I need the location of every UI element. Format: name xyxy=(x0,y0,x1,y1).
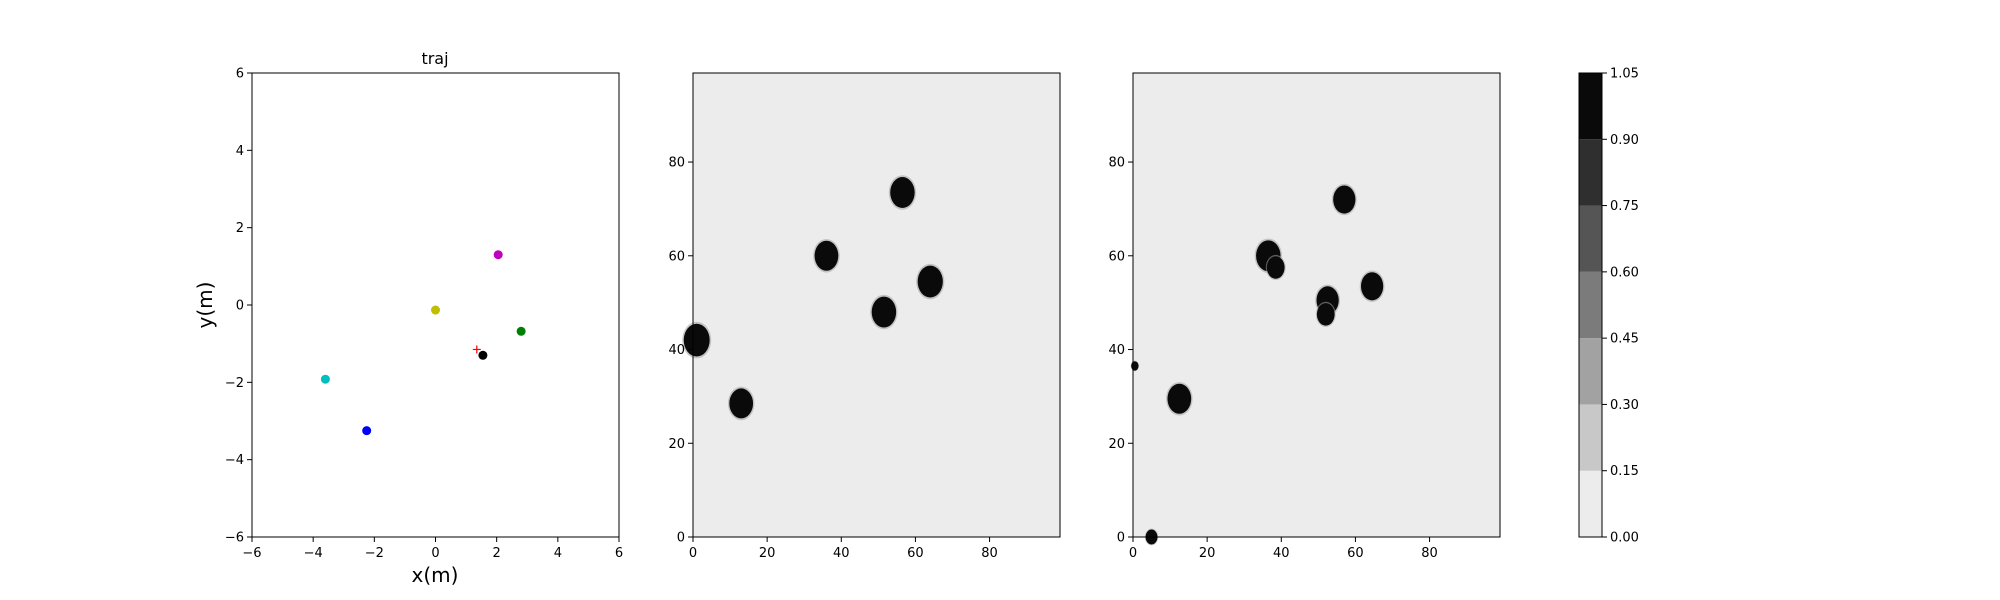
traj-marks xyxy=(320,250,526,436)
heatmap-2-xtick-label: 80 xyxy=(1421,546,1438,561)
traj-xlabel: x(m) xyxy=(412,563,459,587)
colorbar-bands xyxy=(1579,73,1602,537)
heatmap-2-blob xyxy=(1265,254,1286,281)
traj-ylabel: y(m) xyxy=(193,282,217,329)
traj-ytick-label: −4 xyxy=(225,453,244,468)
heatmap-2-blob xyxy=(1166,381,1193,416)
traj-plus-marker xyxy=(472,345,481,354)
heatmap-1-ticks: 0 20 40 60 80 0 20 40 60 80 xyxy=(668,156,997,561)
colorbar-ticks: 0.00 0.15 0.30 0.45 0.60 0.75 0.90 1.05 xyxy=(1602,67,1639,546)
heatmap-1-ytick-label: 80 xyxy=(668,156,685,171)
heatmap-2-ytick-label: 40 xyxy=(1108,343,1125,358)
heatmap-1-blob xyxy=(813,238,840,273)
heatmap-1: 0 20 40 60 80 0 20 40 60 80 xyxy=(668,72,1061,561)
traj-ytick-label: −6 xyxy=(225,531,244,546)
colorbar-band xyxy=(1579,73,1602,140)
traj-xtick-label: −2 xyxy=(365,546,384,561)
heatmap-2-xtick-label: 40 xyxy=(1273,546,1290,561)
heatmap-1-blob xyxy=(870,294,898,330)
traj-xtick-label: −4 xyxy=(304,546,323,561)
heatmap-1-xtick-label: 20 xyxy=(759,546,776,561)
heatmap-1-xtick-label: 60 xyxy=(907,546,924,561)
heatmap-1-ytick-label: 40 xyxy=(668,343,685,358)
heatmap-1-ytick-label: 0 xyxy=(677,531,685,546)
colorbar-frame xyxy=(1578,72,1603,538)
heatmap-1-blob xyxy=(916,263,945,300)
heatmap-2-ytick-label: 60 xyxy=(1108,249,1125,264)
heatmap-1-xtick-label: 40 xyxy=(833,546,850,561)
heatmap-2-ticks: 0 20 40 60 80 0 20 40 60 80 xyxy=(1108,156,1437,561)
colorbar-tick-label: 0.00 xyxy=(1610,531,1639,546)
heatmap-2-ytick-label: 0 xyxy=(1117,531,1125,546)
heatmap-1-blob xyxy=(682,321,712,359)
colorbar-tick-label: 0.75 xyxy=(1610,199,1639,214)
heatmap-1-frame xyxy=(692,72,1061,538)
traj-xtick-label: 0 xyxy=(431,546,439,561)
heatmap-2-xtick-label: 20 xyxy=(1199,546,1216,561)
traj-point xyxy=(362,426,372,436)
heatmap-2-ytick-label: 80 xyxy=(1108,156,1125,171)
colorbar-tick-label: 0.90 xyxy=(1610,133,1639,148)
colorbar-band xyxy=(1579,205,1602,272)
traj-point xyxy=(431,305,440,315)
heatmap-1-ytick-label: 20 xyxy=(668,437,685,452)
heatmap-2-ytick-label: 20 xyxy=(1108,437,1125,452)
traj-ytick-label: −2 xyxy=(225,376,244,391)
traj-xtick-label: 6 xyxy=(615,546,623,561)
heatmap-1-xtick-label: 0 xyxy=(689,546,697,561)
heatmap-2-blob xyxy=(1331,183,1357,216)
colorbar-band xyxy=(1579,271,1602,339)
traj-xtick-label: 2 xyxy=(493,546,501,561)
heatmap-1-xtick-label: 80 xyxy=(981,546,998,561)
traj-title: traj xyxy=(421,49,448,68)
colorbar-tick-label: 0.30 xyxy=(1610,398,1639,413)
colorbar-tick-label: 0.60 xyxy=(1610,265,1639,280)
heatmap-2-blob xyxy=(1359,270,1385,303)
colorbar-tick-label: 0.45 xyxy=(1610,332,1639,347)
colorbar-tick-label: 0.15 xyxy=(1610,464,1639,479)
heatmap-2: 0 20 40 60 80 0 20 40 60 80 xyxy=(1108,72,1501,561)
heatmap-2-blob xyxy=(1130,360,1140,372)
traj-point xyxy=(320,374,330,384)
heatmap-2-frame xyxy=(1132,72,1501,538)
traj-plot: traj −6 −4 −2 0 2 4 6 −6 −4 −2 0 2 4 6 x(m) y(m) xyxy=(193,49,623,587)
heatmap-2-blob xyxy=(1315,301,1336,327)
heatmap-1-blob xyxy=(727,386,755,421)
heatmap-1-ytick-label: 60 xyxy=(668,249,685,264)
traj-point xyxy=(516,326,526,336)
traj-ytick-label: 0 xyxy=(236,299,244,314)
traj-ytick-label: 4 xyxy=(236,144,244,159)
colorbar-band xyxy=(1579,470,1602,537)
traj-xtick-label: −6 xyxy=(242,546,261,561)
colorbar-band xyxy=(1579,404,1602,471)
traj-ytick-label: 2 xyxy=(236,221,244,236)
heatmap-2-xtick-label: 0 xyxy=(1129,546,1137,561)
colorbar-tick-label: 1.05 xyxy=(1610,67,1639,82)
traj-ticks: −6 −4 −2 0 2 4 6 −6 −4 −2 0 2 4 6 xyxy=(225,67,623,562)
traj-frame xyxy=(251,72,620,538)
colorbar-band xyxy=(1579,338,1602,405)
heatmap-1-marks xyxy=(682,175,945,421)
colorbar-band xyxy=(1579,139,1602,206)
heatmap-2-marks xyxy=(1130,183,1385,546)
traj-xtick-label: 4 xyxy=(554,546,562,561)
colorbar: 0.00 0.15 0.30 0.45 0.60 0.75 0.90 1.05 xyxy=(1578,67,1639,546)
traj-point xyxy=(478,350,488,360)
heatmap-1-blob xyxy=(888,175,917,210)
heatmap-2-xtick-label: 60 xyxy=(1347,546,1364,561)
traj-point xyxy=(493,250,503,260)
traj-ytick-label: 6 xyxy=(236,67,244,82)
